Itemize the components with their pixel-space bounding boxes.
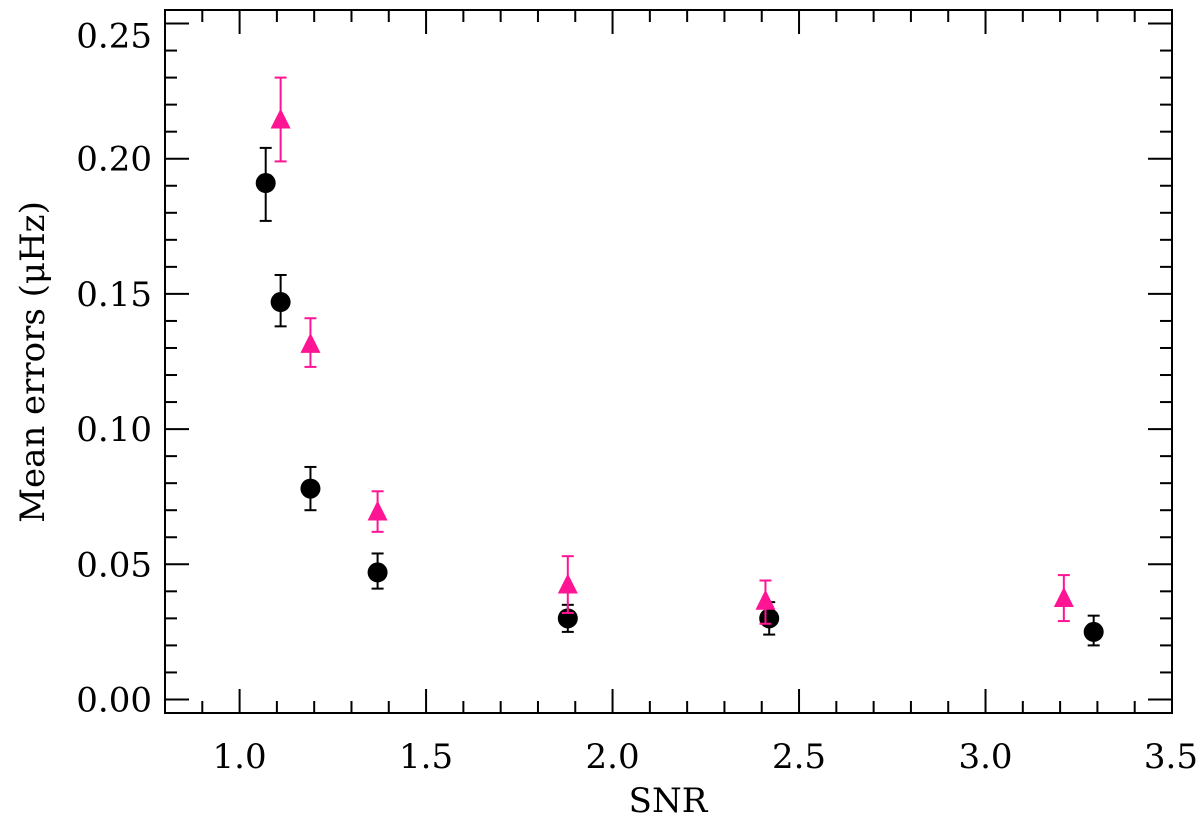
x-tick-label: 3.5 — [1144, 737, 1198, 777]
x-tick-labels: 1.0 1.5 2.0 2.5 3.0 3.5 — [213, 737, 1198, 777]
y-tick-label: 0.00 — [76, 680, 152, 720]
x-tick-label: 2.5 — [772, 737, 826, 777]
y-tick-label: 0.20 — [76, 140, 152, 180]
x-axis-title: SNR — [629, 781, 709, 819]
data-point-circle — [1083, 621, 1104, 642]
plot-frame — [164, 9, 1173, 714]
data-point-triangle — [1053, 587, 1074, 608]
data-points — [255, 76, 1104, 647]
data-point-triangle — [270, 108, 291, 129]
data-point-circle — [255, 173, 276, 194]
x-tick-label: 1.0 — [213, 737, 267, 777]
x-tick-label: 2.0 — [586, 737, 640, 777]
data-point-triangle — [300, 332, 321, 353]
x-tick-label: 3.0 — [958, 737, 1012, 777]
data-point-triangle — [755, 589, 776, 610]
x-tick-label: 1.5 — [399, 737, 453, 777]
data-point-circle — [300, 478, 321, 499]
y-tick-label: 0.15 — [76, 275, 152, 315]
data-point-circle — [759, 608, 780, 629]
axis-ticks — [164, 10, 1173, 713]
y-tick-label: 0.25 — [76, 17, 152, 57]
data-point-triangle — [367, 500, 388, 521]
data-point-circle — [367, 562, 388, 583]
data-point-triangle — [557, 573, 578, 594]
y-tick-labels: 0.00 0.05 0.10 0.15 0.20 0.25 — [76, 17, 152, 721]
y-axis-title: Mean errors (μHz) — [13, 201, 53, 523]
y-tick-label: 0.05 — [76, 545, 152, 585]
data-point-circle — [270, 292, 291, 313]
y-tick-label: 0.10 — [76, 410, 152, 450]
